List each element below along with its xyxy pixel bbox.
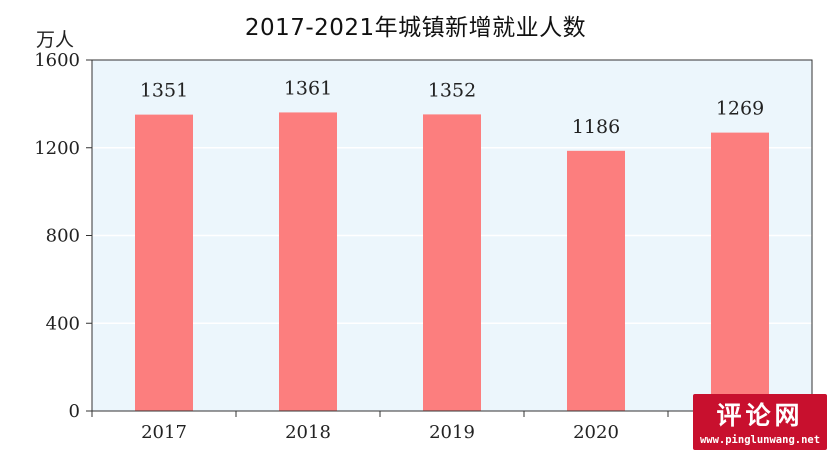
- value-label-2018: 1361: [284, 77, 332, 99]
- y-tick-label-1600: 1600: [34, 50, 80, 71]
- bar-2018: [279, 112, 337, 411]
- chart-title: 2017-2021年城镇新增就业人数: [244, 15, 587, 41]
- watermark-url: www.pinglunwang.net: [699, 434, 821, 446]
- y-tick-label-1200: 1200: [34, 138, 80, 159]
- y-tick-label-0: 0: [69, 401, 80, 422]
- bar-2021: [711, 132, 769, 411]
- value-label-2019: 1352: [428, 79, 476, 101]
- bar-2019: [423, 114, 481, 411]
- x-tick-label-2020: 2020: [573, 422, 619, 443]
- watermark-logo: 评论网 www.pinglunwang.net: [693, 394, 827, 450]
- value-label-2021: 1269: [716, 98, 764, 120]
- x-tick-label-2017: 2017: [141, 422, 187, 443]
- y-tick-label-400: 400: [46, 313, 80, 334]
- value-label-2017: 1351: [140, 80, 188, 102]
- bar-2020: [567, 150, 625, 412]
- x-tick-label-2019: 2019: [429, 422, 475, 443]
- y-tick-label-800: 800: [46, 226, 80, 247]
- x-tick-label-2018: 2018: [285, 422, 331, 443]
- value-label-2020: 1186: [572, 116, 620, 138]
- watermark-text: 评论网: [716, 401, 804, 430]
- bar-2017: [135, 114, 193, 411]
- y-unit-label: 万人: [36, 29, 74, 51]
